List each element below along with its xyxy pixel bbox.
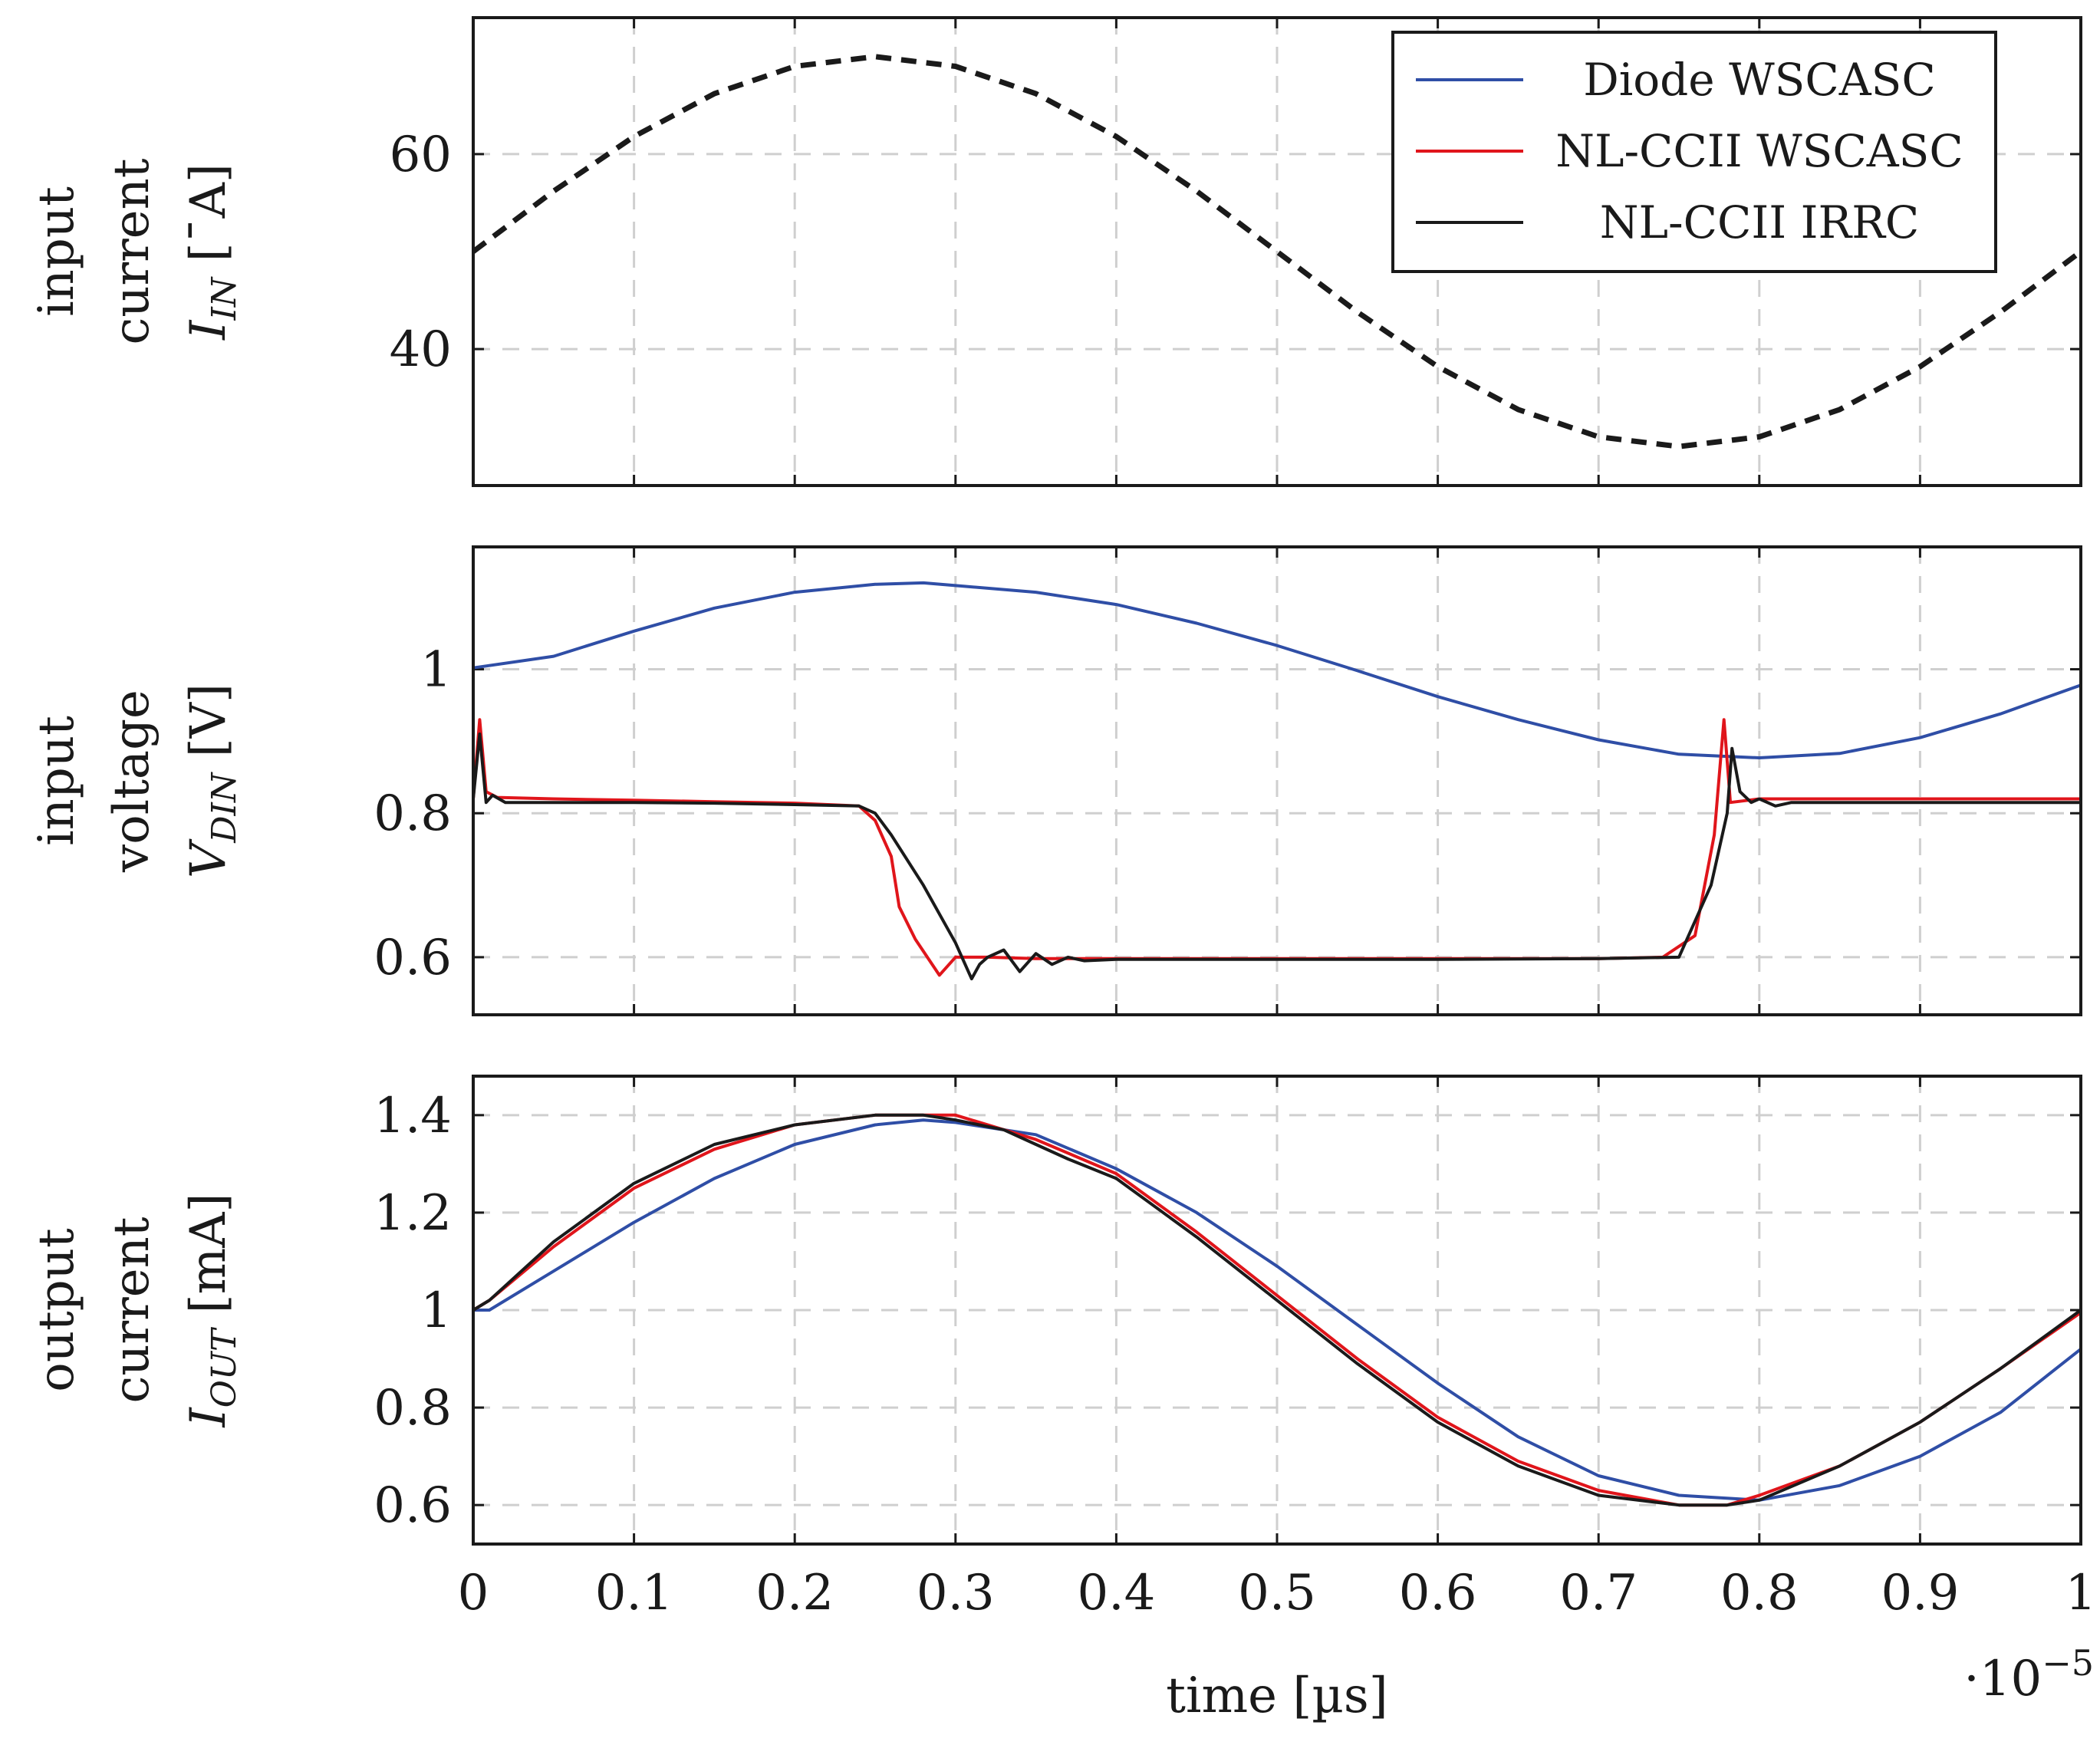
nl-ccii-wscasc-line bbox=[472, 1113, 2082, 1507]
x-tick-label: 0.9 bbox=[1881, 1565, 1960, 1622]
y-axis-label-line: current bbox=[104, 1217, 160, 1403]
x-tick-label: 0.3 bbox=[917, 1565, 995, 1622]
x-tick-label: 0.2 bbox=[755, 1565, 834, 1622]
input-voltage-panel: 0.6 0.8 1 input voltage VDIN [V] bbox=[28, 545, 2082, 1016]
x-axis-multiplier: ·10−5 bbox=[1963, 1642, 2094, 1707]
plot-frame bbox=[472, 545, 2082, 1016]
y-axis-label: input voltage VDIN [V] bbox=[28, 683, 244, 878]
y-axis-label-line: current bbox=[104, 158, 160, 344]
x-tick-label: 0.5 bbox=[1238, 1565, 1316, 1622]
x-tick-label: 0.7 bbox=[1559, 1565, 1638, 1622]
nl-ccii-irrc-line bbox=[472, 1113, 2082, 1507]
y-axis-label-line: input bbox=[28, 186, 85, 317]
plot-frame bbox=[472, 16, 2082, 487]
input-current-panel: 40 60 input current IIN [¯A] bbox=[28, 16, 2083, 487]
diode-wscasc-line bbox=[472, 581, 2082, 759]
plot-frame bbox=[472, 1075, 2082, 1546]
y-axis-label-symbol: VDIN [V] bbox=[180, 683, 244, 878]
legend-label: Diode WSCASC bbox=[1583, 54, 1936, 106]
y-tick-label: 1.4 bbox=[374, 1088, 452, 1144]
y-tick-label: 0.6 bbox=[374, 930, 452, 986]
y-axis-label-line: voltage bbox=[104, 690, 160, 873]
x-tick-label: 0.8 bbox=[1720, 1565, 1799, 1622]
x-tick-label: 0.4 bbox=[1078, 1565, 1156, 1622]
y-axis-label-symbol: IIN [¯A] bbox=[180, 163, 244, 341]
x-axis-label: time [µs] bbox=[1166, 1668, 1387, 1724]
y-tick-label: 0.6 bbox=[374, 1477, 452, 1534]
y-tick-label: 40 bbox=[390, 321, 452, 378]
y-tick-label: 0.8 bbox=[374, 785, 452, 842]
x-tick-label: 0.1 bbox=[595, 1565, 673, 1622]
legend-label: NL-CCII IRRC bbox=[1600, 196, 1920, 249]
y-tick-label: 1 bbox=[420, 642, 452, 699]
legend-label: NL-CCII WSCASC bbox=[1555, 125, 1963, 177]
y-axis-label-line: input bbox=[28, 716, 85, 846]
y-tick-label: 1.2 bbox=[374, 1185, 452, 1242]
x-tick-label: 0 bbox=[458, 1565, 489, 1622]
input-current-line bbox=[471, 54, 2083, 449]
y-tick-label: 60 bbox=[390, 127, 452, 183]
y-axis-label: output current IOUT [mA] bbox=[28, 1194, 244, 1428]
y-axis-label-symbol: IOUT [mA] bbox=[180, 1194, 244, 1428]
y-axis-label-line: output bbox=[28, 1228, 85, 1392]
y-axis-label: input current IIN [¯A] bbox=[28, 158, 244, 344]
legend: Diode WSCASC NL-CCII WSCASC NL-CCII IRRC bbox=[1391, 31, 1997, 273]
output-current-panel: 0.6 0.8 1 1.2 1.4 output current IOUT [mA] bbox=[28, 1075, 2082, 1546]
x-tick-label: 0.6 bbox=[1399, 1565, 1477, 1622]
y-tick-label: 0.8 bbox=[374, 1380, 452, 1437]
nl-ccii-irrc-line bbox=[472, 733, 2081, 981]
diode-wscasc-line bbox=[473, 1118, 2082, 1502]
y-tick-label: 1 bbox=[420, 1282, 452, 1339]
x-tick-label: 1 bbox=[2065, 1565, 2097, 1622]
